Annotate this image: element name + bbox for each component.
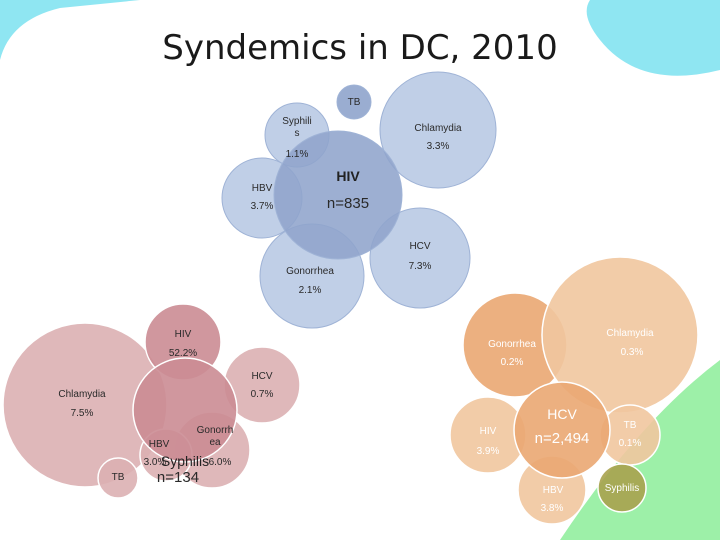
- hiv-hcv-bubble: [369, 207, 471, 309]
- hiv-hub-count: n=835: [326, 195, 370, 212]
- hcv-hbv-label: HBV: [542, 485, 564, 496]
- hiv-hub-name: HIV: [336, 168, 360, 184]
- hcv-cluster: [449, 256, 699, 525]
- syph-hcv-label: HCV: [251, 371, 273, 382]
- hcv-hbv-pct: 3.8%: [540, 503, 564, 514]
- syph-gonorrhea-pct: 6.0%: [208, 457, 232, 468]
- hiv-hcv-label: HCV: [409, 241, 431, 252]
- hcv-chlamydia-pct: 0.3%: [620, 347, 644, 358]
- syph-hub-name: Syphilis: [160, 453, 210, 469]
- syph-chlamydia-pct: 7.5%: [70, 408, 94, 419]
- hiv-chlamydia-pct: 3.3%: [426, 141, 450, 152]
- hiv-gonorrhea-label: Gonorrhea: [286, 266, 334, 277]
- hiv-cluster: [221, 71, 497, 329]
- hiv-chlamydia-bubble: [379, 71, 497, 189]
- hiv-syphilis-pct: 1.1%: [285, 149, 309, 160]
- hiv-tb-bubble: [336, 84, 372, 120]
- hiv-hcv-pct: 7.3%: [408, 261, 432, 272]
- hiv-hbv-label: HBV: [251, 183, 273, 194]
- hiv-gonorrhea-pct: 2.1%: [298, 285, 322, 296]
- syph-hub-bubble: [132, 357, 238, 463]
- hcv-hub-bubble: [513, 381, 611, 479]
- syphilis-cluster: [2, 303, 301, 499]
- syph-tb-bubble: [97, 457, 139, 499]
- hiv-chlamydia-label: Chlamydia: [414, 123, 462, 134]
- slide-title: Syndemics in DC, 2010: [162, 28, 558, 68]
- hcv-hiv-pct: 3.9%: [476, 446, 500, 457]
- hcv-tb-pct: 0.1%: [618, 438, 642, 449]
- hcv-syphilis-bubble: [597, 463, 647, 513]
- hcv-gonorrhea-label: Gonorrhea: [488, 339, 536, 350]
- syph-hub-count: n=134: [156, 469, 200, 486]
- syph-hcv-pct: 0.7%: [250, 389, 274, 400]
- hcv-hub-name: HCV: [547, 406, 577, 422]
- syph-hiv-pct: 52.2%: [168, 348, 198, 359]
- hiv-tb-label: TB: [347, 97, 361, 108]
- hiv-hub-bubble: [273, 130, 403, 260]
- syph-chlamydia-label: Chlamydia: [58, 389, 106, 400]
- hcv-syphilis-label: Syphilis: [604, 483, 640, 494]
- hcv-gonorrhea-pct: 0.2%: [500, 357, 524, 368]
- cyan-swoosh-decoration-2: [0, 0, 140, 60]
- hiv-syphilis-label: Syphili s: [282, 116, 312, 139]
- hcv-hiv-label: HIV: [479, 426, 497, 437]
- syph-gonorrhea-label: Gonorrh ea: [196, 425, 234, 448]
- hcv-tb-label: TB: [623, 420, 637, 431]
- hcv-chlamydia-label: Chlamydia: [606, 328, 654, 339]
- syph-hbv-pct: 3.0%: [143, 457, 167, 468]
- syph-hiv-label: HIV: [174, 329, 192, 340]
- hcv-hub-count: n=2,494: [534, 430, 590, 447]
- cyan-swoosh-decoration: [586, 0, 720, 76]
- syph-hbv-label: HBV: [148, 439, 170, 450]
- syph-tb-label: TB: [111, 472, 125, 483]
- hiv-hbv-pct: 3.7%: [250, 201, 274, 212]
